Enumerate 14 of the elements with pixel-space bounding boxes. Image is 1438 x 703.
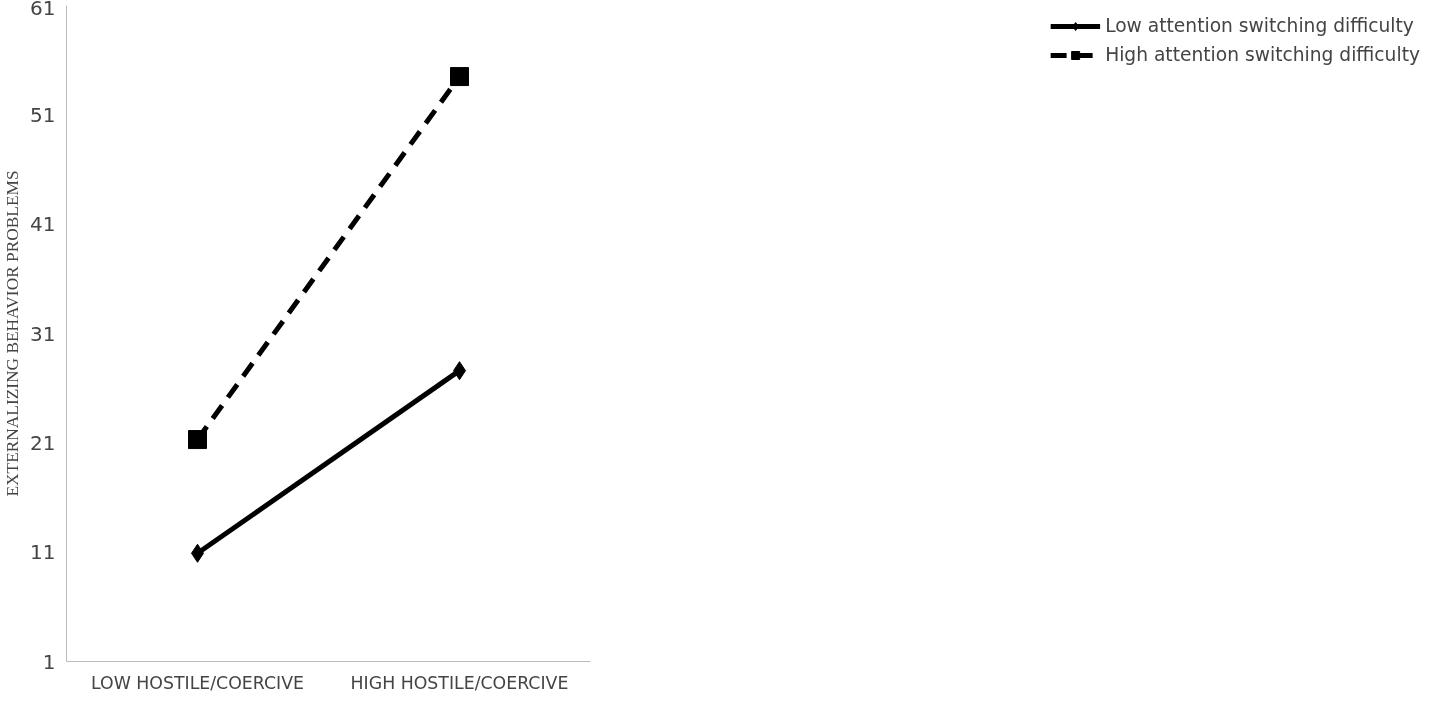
y-tick-label: 31 [30,321,56,346]
y-tick-label: 1 [42,649,56,674]
legend-label: Low attention switching difficulty [1105,15,1414,36]
x-tick-label: LOW HOSTILE/COERCIVE [91,672,304,693]
y-tick-label: 41 [30,212,56,237]
point [188,430,207,450]
y-tick-label: 51 [30,102,56,127]
y-tick-label: 21 [30,430,56,455]
point [450,67,469,87]
y-tick-label: 11 [30,540,56,565]
y-tick-label: 61 [30,0,56,20]
y-axis-title: EXTERNALIZING BEHAVIOR PROBLEMS [3,170,23,497]
legend-label: High attention switching difficulty [1105,44,1420,65]
x-tick-label: HIGH HOSTILE/COERCIVE [350,672,569,693]
